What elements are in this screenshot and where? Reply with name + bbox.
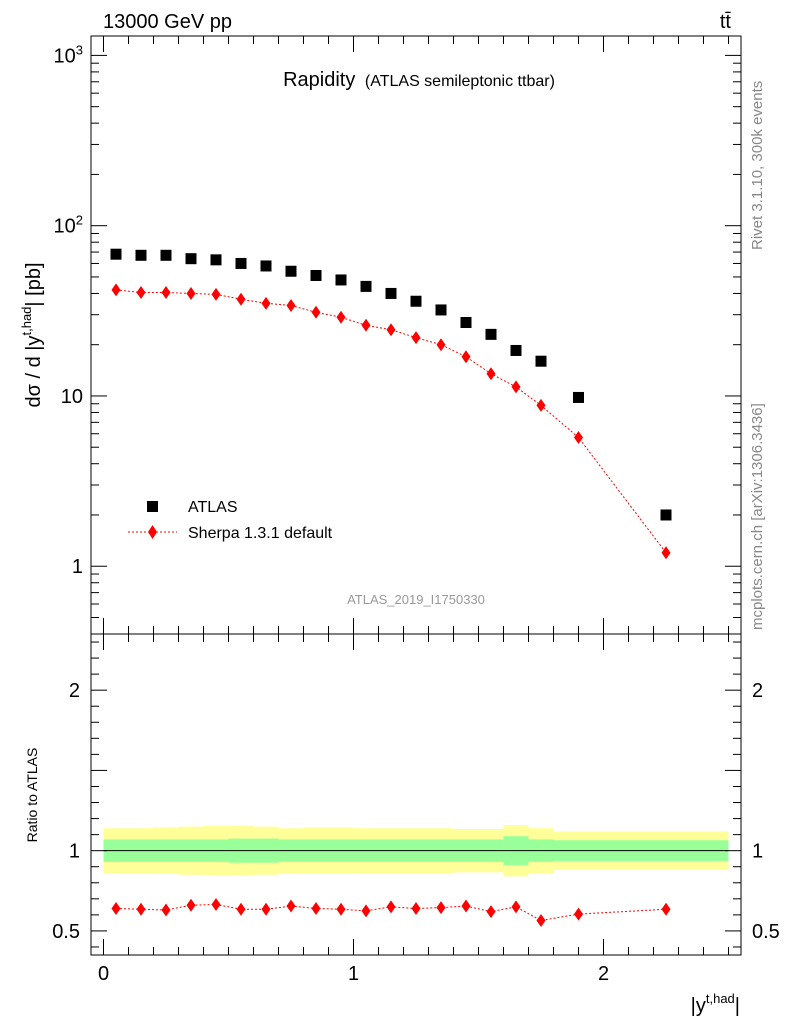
atlas-data-point — [485, 328, 497, 340]
ratio-data-point — [511, 900, 521, 914]
ratio-y-tick-label-right: 1 — [752, 841, 763, 863]
ratio-y-tick-label-left: 0.5 — [52, 921, 80, 943]
plot-title-sub: (ATLAS semileptonic ttbar) — [365, 73, 555, 90]
ratio-data-point — [161, 903, 171, 917]
atlas-data-point — [235, 257, 247, 269]
ratio-y-tick-label-left: 1 — [69, 841, 80, 863]
sherpa-data-point — [236, 292, 246, 306]
x-tick-label: 1 — [348, 963, 359, 985]
atlas-data-point — [310, 269, 322, 281]
legend-sherpa-label: Sherpa 1.3.1 default — [188, 525, 333, 542]
main-y-tick-label: 1 — [72, 556, 83, 578]
process-label: tt̄ — [720, 11, 732, 33]
ratio-y-tick-label-left: 2 — [69, 680, 80, 702]
main-y-tick-label: 103 — [54, 42, 83, 67]
legend-atlas-marker — [147, 501, 158, 512]
atlas-data-point — [410, 295, 422, 307]
ratio-data-point — [286, 899, 296, 913]
ratio-data-point — [386, 900, 396, 914]
main-panel: 1 10 102 103 Rapidity (ATLAS semileptonic t… — [19, 35, 742, 635]
sherpa-data-point — [536, 398, 546, 412]
legend-atlas-label: ATLAS — [188, 499, 238, 516]
atlas-data-point — [510, 344, 522, 356]
sherpa-data-point — [136, 286, 146, 300]
ratio-data-point — [236, 902, 246, 916]
x-tick-label: 0 — [98, 963, 109, 985]
atlas-data-point — [573, 391, 584, 403]
sherpa-data-point — [186, 286, 196, 300]
sherpa-data-point — [286, 298, 296, 312]
ratio-frame — [90, 633, 742, 956]
atlas-data-point — [435, 304, 447, 316]
sherpa-data-point — [211, 287, 221, 301]
atlas-data-point — [110, 248, 122, 260]
ratio-axes: 0.5 0.5 1 1 2 2 0 1 2 — [52, 634, 780, 985]
x-tick-label: 2 — [598, 963, 609, 985]
main-plot-area — [110, 248, 672, 560]
atlas-data-point — [460, 317, 472, 329]
ratio-y-tick-label-right: 2 — [752, 680, 763, 702]
ratio-panel: 0.5 0.5 1 1 2 2 0 1 2 Ratio to ATLAS |yt,had| — [24, 633, 780, 1017]
atlas-data-point — [160, 249, 172, 261]
atlas-data-point — [385, 287, 397, 299]
main-y-axis-label: dσ / d |yt,had| [pb] — [19, 262, 45, 407]
atlas-data-point — [185, 253, 197, 265]
legend: ATLAS Sherpa 1.3.1 default — [128, 499, 333, 542]
sherpa-data-point — [511, 380, 521, 394]
sherpa-data-point — [486, 367, 496, 381]
sherpa-data-point — [261, 296, 271, 310]
atlas-data-point — [335, 274, 347, 286]
main-y-tick-label: 102 — [54, 213, 83, 238]
main-y-tick-label: 10 — [61, 386, 83, 408]
ratio-data-point — [536, 913, 546, 927]
ratio-data-point — [261, 902, 271, 916]
sherpa-data-point — [111, 283, 121, 297]
plot-title-main: Rapidity — [283, 69, 355, 91]
ratio-data-point — [661, 902, 671, 916]
ratio-data-point — [186, 898, 196, 912]
energy-label: 13000 GeV pp — [103, 11, 232, 33]
sherpa-data-point — [574, 431, 583, 445]
atlas-data-point — [360, 280, 372, 292]
ratio-data-point — [311, 901, 321, 915]
ratio-data-point — [211, 897, 221, 911]
ratio-data-point — [111, 901, 121, 915]
ratio-data-point — [411, 901, 421, 915]
sherpa-data-point — [361, 318, 371, 332]
x-axis-label: |yt,had| — [691, 991, 740, 1017]
ratio-data-point — [361, 904, 371, 918]
atlas-data-point — [660, 509, 672, 521]
ratio-data-point — [136, 902, 146, 916]
legend-sherpa-marker — [148, 525, 157, 539]
sherpa-line — [115, 289, 667, 554]
ratio-data-point — [574, 907, 583, 921]
sherpa-data-point — [336, 310, 346, 324]
ratio-plot-area — [103, 824, 729, 927]
atlas-data-point — [260, 260, 272, 272]
sherpa-data-point — [386, 323, 396, 337]
analysis-watermark: ATLAS_2019_I1750330 — [347, 592, 485, 607]
sherpa-data-point — [411, 331, 421, 345]
plot-title: Rapidity (ATLAS semileptonic ttbar) — [283, 69, 555, 91]
main-y-axis: 1 10 102 103 — [54, 36, 741, 635]
ratio-y-axis-label: Ratio to ATLAS — [24, 748, 40, 843]
atlas-data-point — [535, 355, 547, 367]
atlas-data-point — [210, 254, 222, 266]
rivet-label: Rivet 3.1.10, 300k events — [749, 81, 766, 250]
ratio-data-point — [336, 902, 346, 916]
sherpa-data-point — [661, 546, 671, 560]
ratio-data-point — [436, 901, 446, 915]
ratio-data-point — [486, 905, 496, 919]
sherpa-data-point — [311, 305, 321, 319]
sherpa-data-point — [436, 338, 446, 352]
ratio-data-point — [461, 899, 471, 913]
atlas-data-point — [135, 249, 147, 261]
atlas-data-point — [285, 265, 297, 277]
ratio-y-tick-label-right: 0.5 — [752, 921, 780, 943]
mcplots-label: mcplots.cern.ch [arXiv:1306.3436] — [749, 403, 766, 630]
sherpa-data-point — [161, 286, 171, 300]
sherpa-data-point — [461, 350, 471, 364]
